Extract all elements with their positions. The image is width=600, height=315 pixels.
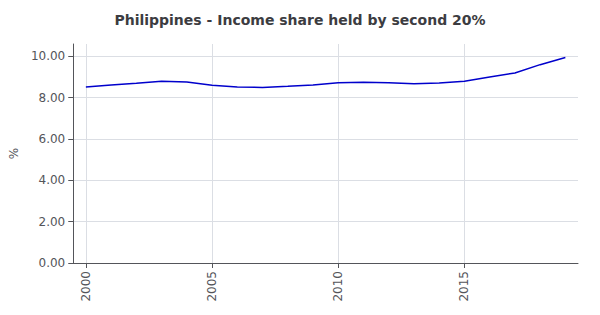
svg-text:8.00: 8.00	[39, 91, 66, 105]
svg-text:6.00: 6.00	[39, 132, 66, 146]
svg-text:2015: 2015	[457, 271, 471, 302]
svg-text:2.00: 2.00	[39, 215, 66, 229]
svg-text:2010: 2010	[331, 271, 345, 302]
svg-text:Philippines - Income share hel: Philippines - Income share held by secon…	[114, 12, 485, 28]
svg-text:%: %	[7, 148, 21, 159]
svg-text:2000: 2000	[79, 271, 93, 302]
svg-text:10.00: 10.00	[31, 49, 65, 63]
svg-text:2005: 2005	[205, 271, 219, 302]
svg-text:0.00: 0.00	[39, 256, 66, 270]
svg-text:4.00: 4.00	[39, 173, 66, 187]
